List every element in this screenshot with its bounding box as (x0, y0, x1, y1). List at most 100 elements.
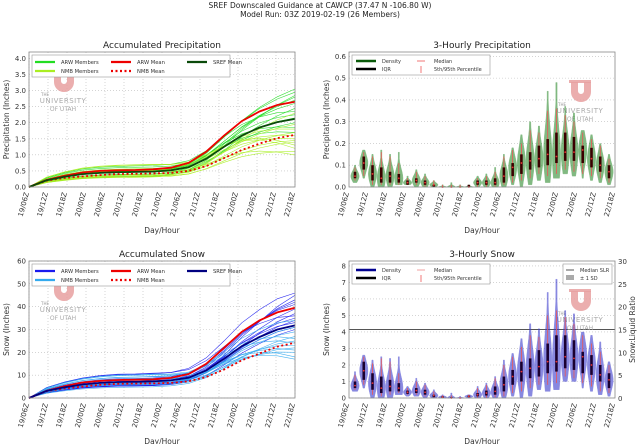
violin-iqr (572, 340, 576, 370)
violin (508, 147, 518, 186)
legend: Density IQR Median 5th/95th Percentile (351, 54, 491, 76)
x-tick-label: 21/18Z (527, 402, 541, 428)
violin-median (581, 149, 584, 151)
logo-the: THE (40, 301, 49, 306)
x-tick-label: 20/06Z (413, 402, 427, 428)
violin (376, 356, 386, 399)
x-tick-label: 21/06Z (169, 191, 183, 217)
legend-label: Median (434, 59, 452, 65)
violin-median (608, 378, 610, 381)
violin-median (494, 181, 497, 184)
y-tick-label: 4 (342, 328, 347, 336)
x-tick-label: 20/06Z (93, 191, 107, 217)
x-tick-label: 19/12Z (36, 402, 50, 428)
x-tick-label: 22/00Z (546, 191, 560, 217)
violin (403, 175, 412, 186)
member-line (28, 315, 296, 399)
violin (534, 328, 544, 390)
x-tick-label: 20/12Z (112, 402, 126, 428)
member-line (28, 141, 296, 188)
x-tick-label: 20/18Z (451, 402, 465, 428)
legend: ARW Members NMB Members ARW Mean NMB Mean SR… (31, 54, 242, 78)
legend-label: Median (434, 268, 452, 274)
x-tick-label: 22/18Z (603, 402, 617, 428)
logo-the: THE (557, 311, 566, 316)
x-tick-label: 19/06Z (337, 191, 351, 217)
chart-title: 3-Hourly Precipitation (433, 41, 531, 51)
violin (455, 184, 465, 188)
violin (394, 151, 404, 186)
right-y-tick-label: 5 (618, 372, 622, 380)
x-tick-label: 19/18Z (55, 191, 69, 217)
member-line (28, 329, 296, 399)
violin (438, 394, 447, 399)
legend-label: Density (382, 268, 401, 274)
x-tick-label: 20/18Z (131, 402, 145, 428)
violin-iqr (563, 335, 567, 369)
violin (473, 175, 483, 188)
x-tick-label: 20/00Z (394, 402, 408, 428)
chart-hourly_snow: 3-Hourly Snow 0 1 2 3 4 5 6 7 8 19/06Z 19/12Z 19/18Z… (322, 250, 637, 444)
violin-median (520, 370, 523, 373)
violin (552, 82, 561, 179)
violin-median (502, 383, 505, 386)
y-tick-label: 1.5 (15, 135, 26, 143)
x-tick-label: 22/12Z (584, 402, 598, 428)
figure-subtitle: Model Run: 03Z 2019-02-19 (26 Members) (240, 10, 400, 19)
violin-iqr (590, 147, 593, 168)
violin-iqr (581, 145, 585, 164)
x-tick-label: 20/12Z (432, 191, 446, 217)
violin-median (380, 387, 383, 389)
x-tick-label: 20/12Z (432, 402, 446, 428)
y-tick-label: 0.0 (335, 184, 346, 192)
legend-box (351, 54, 491, 76)
x-tick-label: 22/00Z (226, 191, 240, 217)
violin (604, 361, 614, 397)
violin-median (599, 164, 602, 167)
violin-iqr (555, 132, 558, 164)
y-tick-label: 3.0 (15, 87, 26, 95)
y-tick-label: 40 (17, 303, 26, 311)
violin-median (555, 360, 558, 363)
university-of-utah-logo-icon (571, 82, 591, 102)
y-tick-label: 60 (17, 258, 26, 266)
violin-median (520, 162, 523, 164)
violin (420, 173, 430, 188)
member-line (28, 352, 296, 399)
x-axis-label: Day/Hour (464, 226, 500, 235)
violin (403, 386, 412, 397)
violin-median (546, 153, 549, 156)
violin (569, 313, 579, 382)
logo-bar (569, 289, 591, 292)
violin-iqr (467, 184, 471, 187)
legend-label: ARW Members (61, 60, 99, 66)
violin (595, 341, 605, 395)
violin-median (406, 391, 409, 394)
x-tick-label: 20/00Z (74, 191, 88, 217)
x-axis-label: Day/Hour (144, 437, 180, 444)
logo-university: UNIVERSITY (40, 306, 87, 314)
legend-label: NMB Mean (137, 278, 165, 284)
chart-title: Accumulated Snow (119, 250, 205, 260)
violin-median (371, 173, 374, 175)
violin-median (432, 183, 435, 186)
violin-median (362, 162, 365, 164)
right-y-tick-label: 10 (618, 349, 627, 357)
violin-iqr (379, 167, 383, 183)
violin-median (573, 357, 575, 360)
violin-median (354, 384, 356, 387)
x-tick-label: 20/18Z (131, 191, 145, 217)
violin-median (485, 181, 488, 184)
violin-iqr (572, 136, 576, 161)
y-tick-label: 1 (342, 378, 346, 386)
violin-median (380, 177, 383, 180)
violin-iqr (546, 343, 549, 374)
violin (385, 358, 395, 399)
y-tick-label: 7 (342, 279, 346, 287)
series-arw-mean (28, 306, 296, 399)
y-axis-label: Precipitation (Inches) (322, 80, 331, 160)
violin (560, 106, 570, 175)
right-y-tick-label: 20 (618, 304, 627, 312)
violin-median (467, 395, 470, 398)
